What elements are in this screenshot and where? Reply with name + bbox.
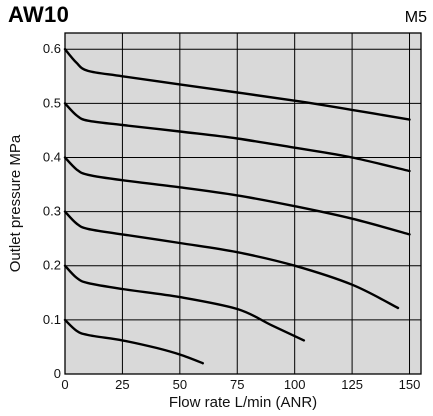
pressure-curve-line [63, 210, 400, 310]
x-axis-ticks: 0 25 50 75 100 125 150 [61, 377, 420, 392]
series-group [63, 48, 411, 365]
y-tick-label: 0.5 [43, 95, 61, 110]
x-tick-label: 25 [115, 377, 129, 392]
plot-area [64, 32, 422, 375]
pressure-curve-line [63, 318, 204, 365]
y-tick-label: 0 [54, 366, 61, 381]
y-axis-label: Outlet pressure MPa [7, 134, 24, 272]
pressure-curve-line [63, 264, 306, 342]
chart-title: AW10 [8, 2, 70, 27]
pressure-curve-line [63, 48, 411, 121]
y-tick-label: 0.3 [43, 204, 61, 219]
x-tick-label: 150 [399, 377, 421, 392]
x-tick-label: 50 [173, 377, 187, 392]
y-tick-label: 0.1 [43, 312, 61, 327]
pressure-curve-line [63, 102, 411, 173]
x-axis-label: Flow rate L/min (ANR) [169, 394, 317, 411]
x-tick-label: 75 [230, 377, 244, 392]
x-tick-label: 125 [341, 377, 363, 392]
grid-lines [65, 33, 421, 374]
x-tick-label: 0 [61, 377, 68, 392]
y-axis-ticks: 0 0.1 0.2 0.3 0.4 0.5 0.6 [43, 41, 61, 381]
y-tick-label: 0.2 [43, 258, 61, 273]
x-tick-label: 100 [284, 377, 306, 392]
y-tick-label: 0.6 [43, 41, 61, 56]
y-tick-label: 0.4 [43, 149, 61, 164]
pressure-curve-line [63, 156, 411, 236]
port-size-label: M5 [404, 9, 427, 26]
